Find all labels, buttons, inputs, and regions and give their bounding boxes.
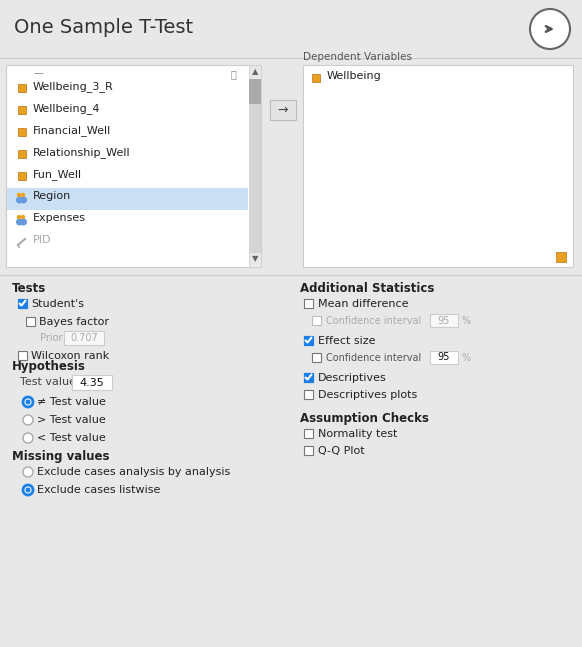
Circle shape	[530, 9, 570, 49]
Bar	[17, 298, 27, 307]
Text: Fun_Well: Fun_Well	[33, 169, 82, 180]
Bar	[249, 79, 261, 104]
Bar	[249, 79, 261, 253]
Text: 95: 95	[438, 316, 450, 325]
Text: Bayes factor: Bayes factor	[39, 317, 109, 327]
Circle shape	[26, 399, 30, 404]
Bar	[64, 331, 104, 345]
Circle shape	[23, 397, 33, 407]
Bar	[303, 373, 313, 382]
Text: %: %	[461, 353, 470, 363]
Bar	[311, 353, 321, 362]
Text: Hypothesis: Hypothesis	[12, 360, 86, 373]
Text: Test value: Test value	[20, 377, 76, 387]
Text: Region: Region	[33, 191, 71, 201]
Bar	[303, 298, 313, 307]
Bar	[6, 65, 261, 267]
Circle shape	[26, 487, 30, 492]
Circle shape	[16, 197, 23, 204]
Bar	[17, 298, 27, 307]
Bar	[303, 65, 573, 267]
Text: Wellbeing_3_R: Wellbeing_3_R	[33, 81, 113, 92]
Text: Wellbeing_4: Wellbeing_4	[33, 103, 101, 114]
Bar	[303, 373, 313, 382]
Text: Exclude cases analysis by analysis: Exclude cases analysis by analysis	[37, 467, 230, 477]
Text: Tests: Tests	[12, 282, 46, 295]
Bar	[303, 336, 313, 344]
Bar	[249, 65, 261, 267]
Text: Dependent Variables: Dependent Variables	[303, 52, 412, 62]
Bar	[303, 389, 313, 399]
Text: Wilcoxon rank: Wilcoxon rank	[31, 351, 109, 361]
Text: Student's: Student's	[31, 299, 84, 309]
Circle shape	[16, 219, 23, 226]
Text: Q-Q Plot: Q-Q Plot	[318, 446, 365, 456]
Text: ▼: ▼	[252, 254, 258, 263]
Circle shape	[23, 397, 33, 407]
Circle shape	[20, 197, 27, 204]
Circle shape	[17, 193, 21, 197]
Circle shape	[21, 215, 25, 219]
Text: One Sample T-Test: One Sample T-Test	[14, 18, 193, 37]
Text: 🔍: 🔍	[231, 69, 237, 79]
Bar	[303, 446, 313, 454]
Circle shape	[23, 433, 33, 443]
Text: →: →	[278, 104, 288, 116]
Text: ≠ Test value: ≠ Test value	[37, 397, 106, 407]
Text: Exclude cases listwise: Exclude cases listwise	[37, 485, 161, 495]
Circle shape	[23, 485, 33, 495]
Text: Assumption Checks: Assumption Checks	[300, 412, 429, 425]
Circle shape	[21, 193, 25, 197]
Text: Prior: Prior	[40, 333, 62, 343]
Text: PID: PID	[33, 235, 51, 245]
Text: Confidence interval: Confidence interval	[326, 353, 421, 363]
Text: Expenses: Expenses	[33, 213, 86, 223]
Text: Descriptives: Descriptives	[318, 373, 387, 383]
Text: Relationship_Well: Relationship_Well	[33, 147, 130, 158]
Bar	[430, 314, 458, 327]
Text: ▲: ▲	[252, 67, 258, 76]
Text: > Test value: > Test value	[37, 415, 106, 425]
Bar	[17, 351, 27, 360]
Text: Confidence interval: Confidence interval	[326, 316, 421, 326]
Bar	[270, 100, 296, 120]
Text: 0.707: 0.707	[70, 333, 98, 343]
Text: Financial_Well: Financial_Well	[33, 125, 111, 136]
Bar	[72, 375, 112, 390]
Circle shape	[23, 467, 33, 477]
Text: Mean difference: Mean difference	[318, 299, 409, 309]
Text: %: %	[461, 316, 470, 326]
Circle shape	[17, 215, 21, 219]
Text: < Test value: < Test value	[37, 433, 106, 443]
Bar	[7, 188, 248, 210]
Text: Missing values: Missing values	[12, 450, 109, 463]
Text: 4.35: 4.35	[80, 377, 104, 388]
Circle shape	[20, 219, 27, 226]
Text: 95: 95	[438, 353, 450, 362]
Text: Descriptives plots: Descriptives plots	[318, 390, 417, 400]
Text: Wellbeing: Wellbeing	[327, 71, 382, 81]
Circle shape	[23, 415, 33, 425]
Bar	[26, 316, 34, 325]
Text: Normality test: Normality test	[318, 429, 398, 439]
Circle shape	[23, 485, 33, 495]
Bar	[303, 336, 313, 344]
Bar	[311, 316, 321, 325]
Bar	[430, 351, 458, 364]
Bar	[303, 428, 313, 437]
Text: —: —	[34, 68, 44, 78]
Bar	[0, 0, 582, 58]
Text: Additional Statistics: Additional Statistics	[300, 282, 434, 295]
Text: Effect size: Effect size	[318, 336, 375, 346]
